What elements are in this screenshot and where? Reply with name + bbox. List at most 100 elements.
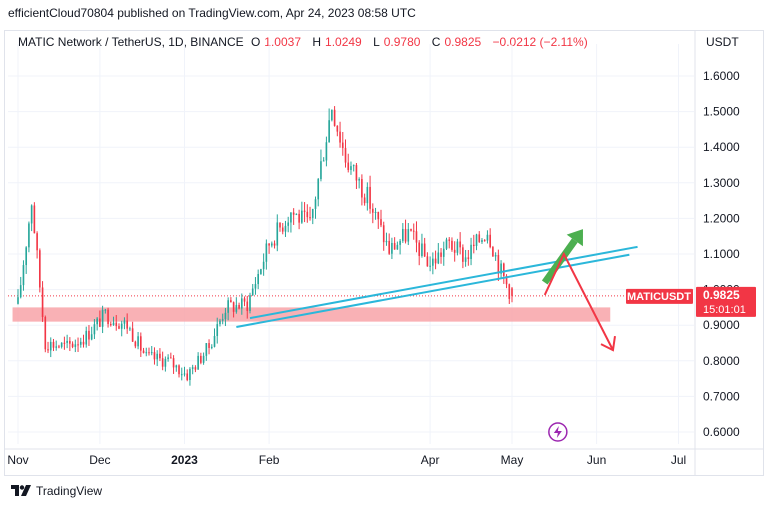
axis-layer: 1.6000 1.5000 1.4000 1.3000 1.2000 1.1000 1.00… [4, 30, 764, 476]
candle-body [47, 349, 49, 351]
high-label: H [312, 35, 322, 49]
candle-body [227, 300, 229, 313]
candle-body [28, 223, 30, 248]
candle-body [243, 298, 246, 302]
candle-body [235, 304, 238, 312]
candle-body [369, 186, 371, 209]
candle-body [371, 208, 374, 213]
y-tick-label: 0.6000 [703, 425, 740, 439]
candle-body [309, 217, 311, 219]
candles-layer [17, 106, 513, 386]
candle-body [109, 324, 112, 326]
candle-body [314, 199, 317, 209]
candle-body [434, 258, 437, 264]
y-tick-label: 0.7000 [703, 389, 740, 403]
candle-body [456, 241, 459, 253]
candle-body [219, 320, 221, 325]
tradingview-logo-icon [11, 485, 31, 496]
candle-body [492, 247, 494, 257]
candle-body [320, 161, 322, 180]
candle-body [494, 255, 497, 257]
candle-body [129, 328, 131, 330]
candle-body [191, 367, 194, 369]
candle-body [374, 212, 377, 214]
currency-label: USDT [706, 35, 739, 49]
candle-body [145, 352, 148, 354]
tradingview-footer[interactable]: TradingView [10, 484, 102, 498]
price-tag-layer[interactable]: MATICUSDT 0.9825 15:01:01 [626, 286, 756, 317]
x-tick-label: Dec [89, 453, 110, 467]
candle-body [508, 284, 511, 299]
candle-body [126, 320, 128, 329]
y-tick-label: 1.5000 [703, 105, 740, 119]
candle-body [58, 346, 60, 348]
candle-body [363, 197, 366, 204]
candle-body [205, 343, 208, 356]
candle-body [404, 228, 407, 242]
candle-body [448, 239, 451, 241]
candle-body [352, 165, 355, 167]
candle-body [164, 358, 167, 367]
candle-body [462, 247, 464, 262]
candle-body [77, 344, 79, 346]
candle-body [385, 240, 388, 243]
symbol-tag-label: MATICUSDT [627, 291, 691, 303]
candle-body [180, 374, 183, 376]
candle-body [19, 285, 22, 298]
candle-body [189, 368, 191, 380]
symbol-label[interactable]: MATIC Network / TetherUS, 1D, BINANCE [18, 35, 244, 49]
chart-frame [4, 30, 764, 476]
candle-body [475, 234, 478, 246]
candle-body [85, 330, 88, 345]
candle-body [112, 322, 115, 326]
candle-body [44, 316, 47, 350]
candle-body [60, 342, 63, 347]
candle-body [120, 323, 123, 329]
candle-body [115, 322, 118, 327]
open-label: O [250, 35, 261, 49]
price-tag-box [696, 286, 756, 317]
x-tick-label: Apr [421, 453, 440, 467]
annotations-layer [236, 229, 638, 442]
candle-body [344, 148, 347, 163]
candle-body [172, 358, 175, 368]
support-zone [12, 307, 611, 322]
candle-body [418, 242, 421, 256]
candle-body [167, 357, 169, 359]
candle-body [232, 302, 235, 312]
candle-body [161, 358, 164, 367]
candle-body [290, 212, 292, 223]
candle-body [202, 355, 205, 363]
candle-body [279, 222, 281, 228]
trendline-lower [236, 253, 630, 328]
candle-body [505, 275, 508, 285]
candle-body [49, 341, 52, 351]
candle-body [358, 179, 360, 181]
candle-body [268, 243, 270, 246]
x-tick-label: Jun [587, 453, 606, 467]
tradingview-brand: TradingView [36, 484, 103, 498]
y-tick-label: 1.3000 [703, 176, 740, 190]
candle-body [445, 239, 448, 249]
candle-body [325, 142, 328, 161]
candle-body [90, 334, 93, 340]
candle-body [451, 240, 453, 250]
candle-body [254, 284, 257, 289]
candle-body [276, 222, 279, 246]
candle-body [41, 287, 44, 317]
candle-body [213, 336, 216, 347]
candle-body [322, 160, 325, 162]
x-tick-label: Nov [7, 453, 28, 467]
candle-body [301, 210, 303, 223]
candle-body [410, 229, 412, 231]
bear-arrow-head [600, 335, 616, 352]
candle-body [148, 352, 150, 354]
grid-layer [8, 44, 694, 444]
candle-body [74, 344, 77, 347]
candle-body [382, 225, 385, 243]
candle-body [399, 240, 401, 245]
x-tick-label: 2023 [171, 453, 198, 467]
candle-body [107, 309, 109, 325]
